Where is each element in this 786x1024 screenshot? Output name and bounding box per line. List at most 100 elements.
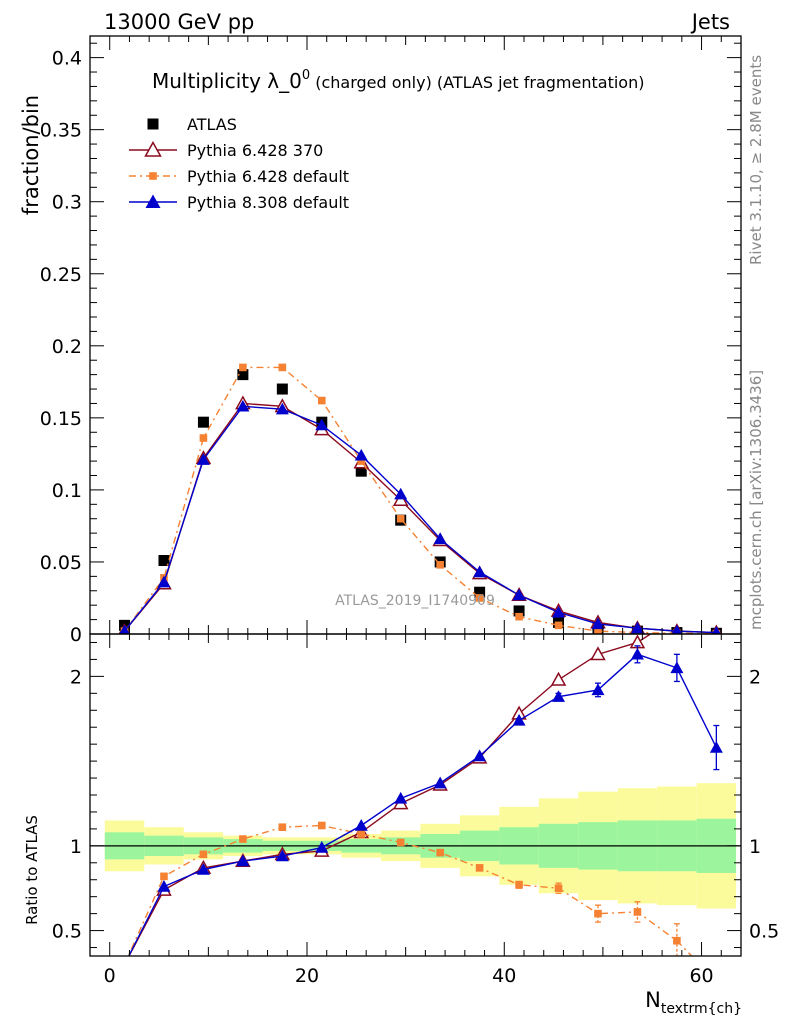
ratio-data-point bbox=[554, 884, 563, 893]
ratio-data-point bbox=[357, 830, 366, 838]
ratio-data-point bbox=[433, 776, 447, 789]
upper-data-point bbox=[630, 621, 644, 634]
y-tick-label: 0.2 bbox=[52, 336, 82, 358]
ratio-series-line bbox=[128, 653, 717, 956]
upper-data-point bbox=[711, 626, 721, 634]
x-tick-label: 60 bbox=[689, 965, 713, 987]
upper-data-point bbox=[436, 561, 444, 569]
lower-ylabel: Ratio to ATLAS bbox=[23, 815, 41, 925]
legend: ATLAS Pythia 6.428 370 Pythia 6.428 defaul… bbox=[129, 115, 349, 212]
upper-data-point bbox=[513, 605, 525, 617]
ratio-data-point bbox=[630, 647, 644, 660]
ratio-data-point bbox=[670, 611, 683, 623]
upper-data-point bbox=[276, 383, 288, 395]
upper-data-point bbox=[315, 418, 329, 431]
legend-marker bbox=[144, 140, 162, 157]
upper-data-point bbox=[394, 487, 408, 500]
ratio-data-point bbox=[157, 880, 171, 892]
upper-data-point bbox=[512, 588, 526, 601]
legend-label: Pythia 6.428 370 bbox=[187, 141, 323, 160]
header-left: 13000 GeV pp bbox=[104, 10, 254, 34]
upper-data-point bbox=[473, 565, 487, 578]
upper-data-point bbox=[119, 624, 130, 634]
ratio-data-point bbox=[275, 849, 289, 862]
ratio-data-point bbox=[315, 841, 329, 853]
upper-data-point bbox=[433, 532, 447, 545]
ratio-y-tick-label-right: 1 bbox=[749, 836, 761, 858]
upper-data-point bbox=[239, 363, 247, 372]
ratio-data-point bbox=[118, 958, 131, 970]
upper-data-point bbox=[157, 575, 171, 588]
y-tick-label: 0.4 bbox=[52, 48, 82, 70]
legend-item: Pythia 6.428 370 bbox=[129, 140, 323, 160]
legend-item: ATLAS bbox=[147, 115, 237, 134]
ratio-data-point bbox=[590, 646, 606, 661]
upper-data-point bbox=[196, 453, 210, 465]
upper-data-point bbox=[354, 448, 368, 461]
legend-item: Pythia 8.308 default bbox=[129, 193, 349, 212]
ratio-data-point bbox=[552, 690, 566, 702]
ratio-y-tick-label: 0.5 bbox=[52, 921, 82, 943]
ratio-data-point bbox=[278, 823, 287, 831]
x-tick-label: 40 bbox=[492, 965, 516, 987]
plot-title: Multiplicity λ_00 (charged only) (ATLAS … bbox=[152, 68, 644, 93]
upper-data-point bbox=[554, 621, 563, 630]
y-tick-label: 0.15 bbox=[40, 408, 82, 430]
upper-data-point bbox=[474, 586, 486, 598]
upper-ylabel: fraction/bin bbox=[19, 95, 43, 215]
upper-data-point bbox=[594, 627, 602, 634]
side-label-top: Rivet 3.1.10, ≥ 2.8M events bbox=[747, 55, 765, 265]
analysis-watermark: ATLAS_2019_I1740909 bbox=[335, 593, 495, 609]
y-tick-label: 0.05 bbox=[40, 552, 82, 574]
ratio-series-2 bbox=[118, 645, 723, 970]
legend-label: ATLAS bbox=[187, 115, 237, 134]
header-right: Jets bbox=[690, 10, 730, 34]
upper-data-point bbox=[275, 402, 289, 415]
ratio-data-point bbox=[515, 881, 523, 889]
x-tick-label: 0 bbox=[104, 965, 116, 987]
legend-label: Pythia 8.308 default bbox=[187, 193, 349, 212]
upper-data-point bbox=[357, 457, 366, 465]
ratio-data-point bbox=[354, 819, 368, 831]
ratio-data-point bbox=[550, 671, 567, 686]
ratio-data-point bbox=[118, 958, 131, 970]
ratio-y-tick-label: 1 bbox=[70, 836, 82, 858]
side-label-bottom: mcplots.cern.ch [arXiv:1306.3436] bbox=[747, 370, 765, 630]
upper-series-line bbox=[123, 405, 717, 634]
upper-data-point bbox=[236, 399, 250, 412]
legend-marker bbox=[149, 172, 157, 180]
ratio-data-point bbox=[475, 864, 484, 872]
ratio-data-point bbox=[710, 602, 723, 614]
ratio-data-point bbox=[591, 683, 605, 696]
legend-marker bbox=[147, 118, 159, 130]
y-tick-label: 0 bbox=[70, 624, 82, 646]
ratio-data-point bbox=[196, 863, 210, 875]
upper-data-point bbox=[475, 594, 484, 602]
ratio-series-0 bbox=[118, 602, 723, 970]
upper-data-point bbox=[237, 369, 249, 381]
upper-data-point bbox=[197, 416, 209, 428]
upper-series-line bbox=[123, 402, 717, 634]
ratio-data-point bbox=[709, 741, 723, 753]
upper-data-point bbox=[158, 555, 170, 567]
ratio-data-point bbox=[199, 850, 208, 859]
ratio-data-point bbox=[633, 908, 642, 916]
upper-data-point bbox=[278, 363, 287, 372]
upper-panel: 0 0.05 0.1 0.15 0.2 0.25 0.3 0.35 0.4 bbox=[40, 35, 742, 646]
ratio-data-point bbox=[394, 791, 408, 804]
upper-series-3 bbox=[119, 399, 721, 634]
upper-data-point bbox=[317, 396, 326, 405]
upper-data-point bbox=[671, 624, 683, 634]
upper-data-point bbox=[396, 514, 405, 523]
ratio-data-point bbox=[713, 978, 721, 986]
upper-data-point bbox=[552, 605, 566, 618]
ratio-y-tick-label: 2 bbox=[70, 666, 82, 688]
upper-series-line bbox=[123, 366, 717, 634]
ratio-data-point bbox=[512, 713, 526, 726]
ratio-data-point bbox=[317, 821, 326, 830]
ratio-data-point bbox=[121, 961, 129, 969]
ratio-y-tick-label-right: 2 bbox=[749, 666, 761, 688]
x-tick-label: 20 bbox=[295, 965, 319, 987]
upper-data-point bbox=[591, 617, 605, 630]
